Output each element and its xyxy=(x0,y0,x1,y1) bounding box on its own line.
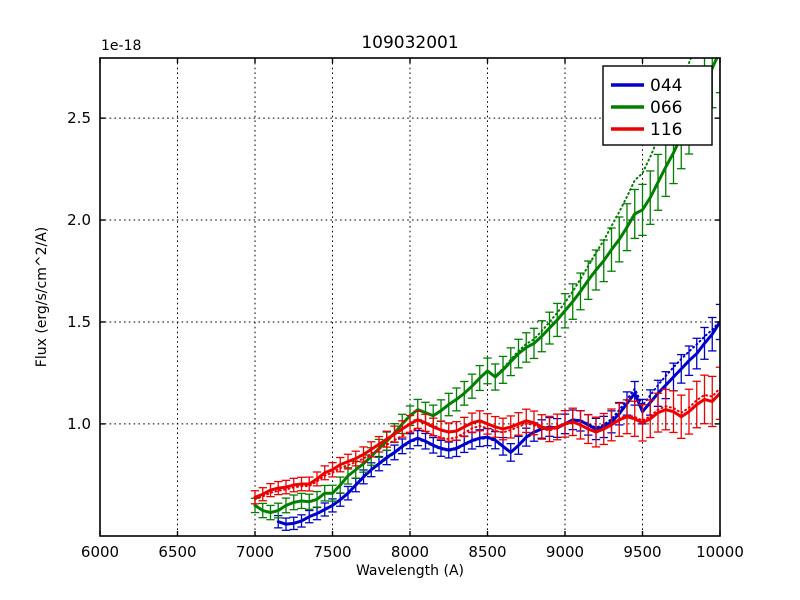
y-axis-tick-labels: 1.0 1.5 2.0 2.5 xyxy=(67,109,91,433)
x-tick-label: 7500 xyxy=(313,543,351,561)
x-axis-tick-labels: 6000 6500 7000 7500 8000 8500 9000 9500 10000 xyxy=(81,543,744,561)
y-tick-label: 2.5 xyxy=(67,109,91,127)
y-tick-label: 1.0 xyxy=(67,415,91,433)
series-line xyxy=(253,391,720,499)
series-116 xyxy=(250,366,720,505)
x-tick-label: 10000 xyxy=(696,543,744,561)
x-tick-label: 9500 xyxy=(623,543,661,561)
x-tick-label: 8500 xyxy=(468,543,506,561)
axis-ticks xyxy=(99,58,721,536)
y-axis-offset-label: 1e-18 xyxy=(101,38,141,54)
x-tick-label: 8000 xyxy=(391,543,429,561)
legend-item-044[interactable]: 044 xyxy=(611,76,682,96)
legend-label: 066 xyxy=(650,98,682,118)
legend-item-066[interactable]: 066 xyxy=(611,98,682,118)
y-tick-label: 2.0 xyxy=(67,211,91,229)
x-tick-label: 6000 xyxy=(81,543,119,561)
x-axis-label: Wavelength (A) xyxy=(356,563,464,579)
series-line xyxy=(253,58,719,515)
x-tick-label: 7000 xyxy=(236,543,274,561)
x-tick-label: 6500 xyxy=(158,543,196,561)
legend-label: 116 xyxy=(650,120,682,140)
series-line xyxy=(276,320,720,526)
page-title: 109032001 xyxy=(361,33,458,53)
legend-label: 044 xyxy=(650,76,682,96)
y-tick-label: 1.5 xyxy=(67,313,91,331)
legend-item-116[interactable]: 116 xyxy=(611,120,682,140)
x-tick-label: 9000 xyxy=(546,543,584,561)
y-axis-label: Flux (erg/s/cm^2/A) xyxy=(34,227,50,367)
data-series-layer xyxy=(250,58,720,531)
